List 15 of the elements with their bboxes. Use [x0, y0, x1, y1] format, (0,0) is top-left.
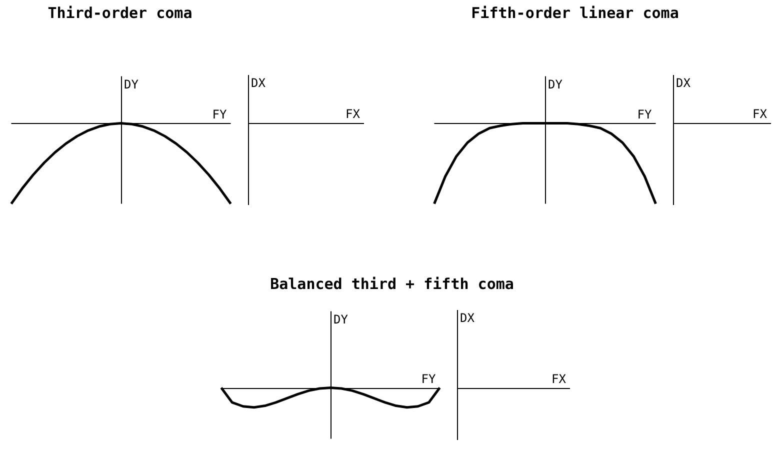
text: DX — [251, 76, 266, 90]
chart-title: Fifth-order linear coma — [471, 4, 679, 22]
text: DX — [676, 76, 692, 90]
chart-title: Third-order coma — [48, 4, 192, 22]
text: FX — [552, 372, 567, 386]
text: DX — [460, 311, 476, 326]
text: FX — [752, 107, 768, 122]
y-axis-title: DY — [124, 77, 140, 92]
chart-title: Balanced third + fifth coma — [270, 275, 514, 293]
y-axis-title: DY — [334, 312, 349, 326]
x-axis-title: FY — [637, 107, 653, 122]
x-axis-title: FY — [212, 107, 228, 122]
x-axis-title: FY — [421, 372, 437, 386]
text: FX — [346, 107, 361, 122]
y-axis-title: DY — [548, 77, 564, 92]
